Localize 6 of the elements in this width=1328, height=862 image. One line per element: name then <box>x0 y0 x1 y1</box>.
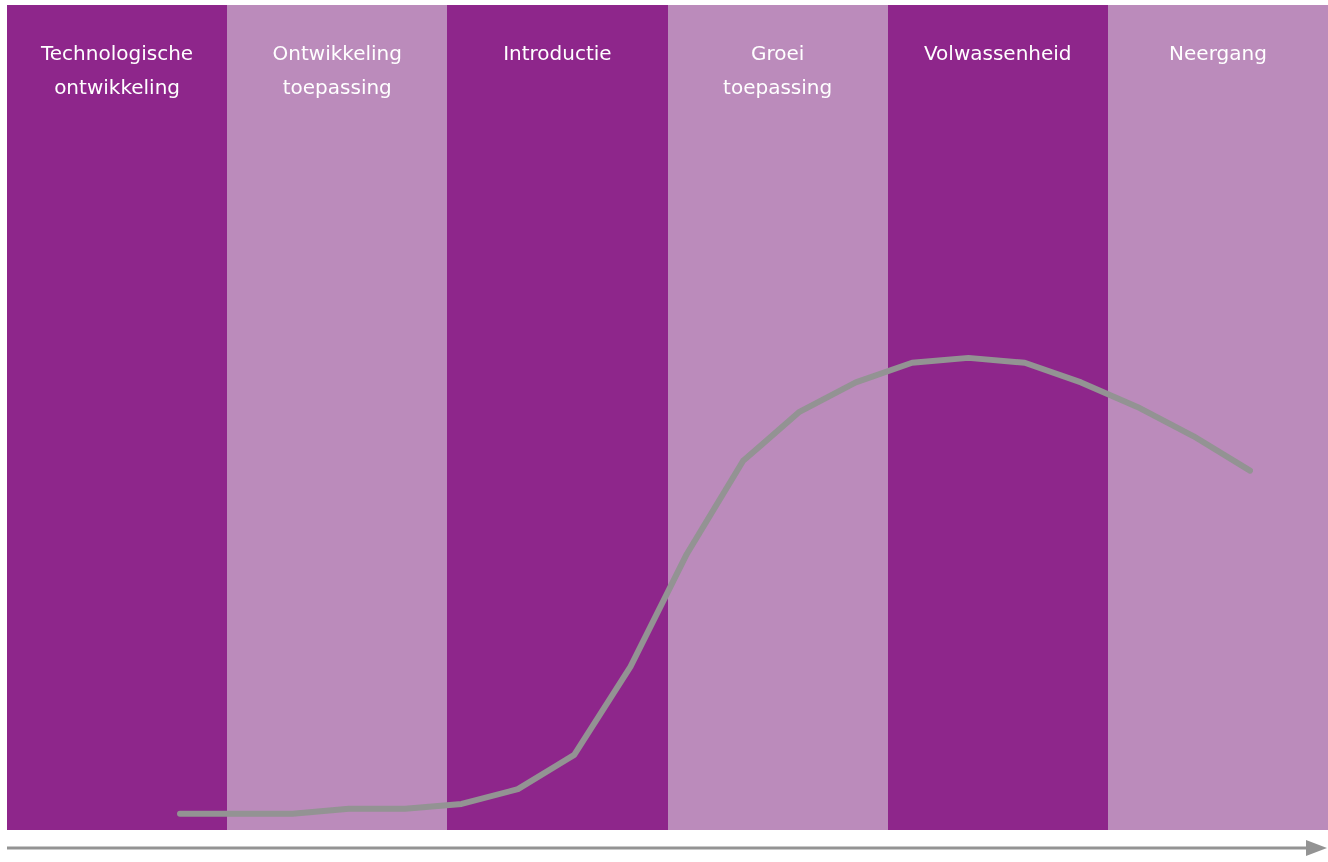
text: Groei toepassing <box>722 40 834 101</box>
text: Ontwikkeling toepassing <box>271 40 403 101</box>
text: Volwassenheid <box>922 40 1073 67</box>
text: Introductie <box>502 40 613 67</box>
text: Technologische ontwikkeling <box>40 40 195 101</box>
text: Neergang <box>1168 40 1268 67</box>
